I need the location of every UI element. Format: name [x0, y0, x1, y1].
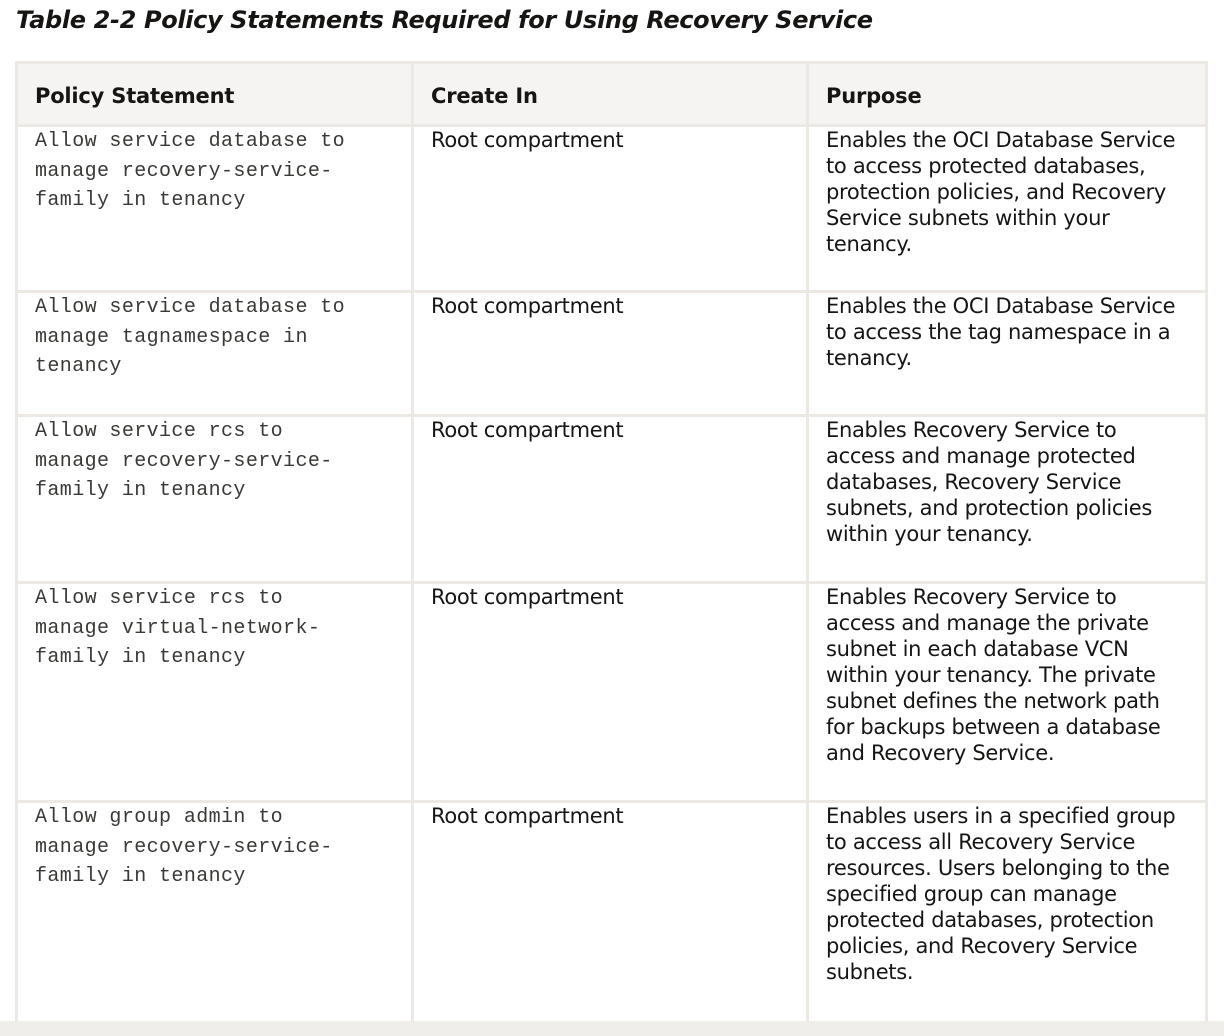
create-in-cell: Root compartment: [411, 800, 809, 1024]
policy-statement-cell: Allow service database to manage tagname…: [15, 290, 414, 417]
purpose-cell: Enables the OCI Database Service to acce…: [806, 124, 1208, 293]
header-create-in: Create In: [411, 61, 809, 127]
create-in-cell: Root compartment: [411, 414, 809, 584]
table-row: Allow group admin to manage recovery-ser…: [15, 800, 1208, 1024]
header-row: Policy Statement Create In Purpose: [15, 61, 1208, 127]
table-row: Allow service database to manage recover…: [15, 124, 1208, 293]
create-in-cell: Root compartment: [411, 124, 809, 293]
purpose-cell: Enables Recovery Service to access and m…: [806, 581, 1208, 803]
header-policy-statement: Policy Statement: [15, 61, 414, 127]
table-row: Allow service rcs to manage virtual-netw…: [15, 581, 1208, 803]
table-row: Allow service database to manage tagname…: [15, 290, 1208, 417]
create-in-cell: Root compartment: [411, 581, 809, 803]
purpose-cell: Enables users in a specified group to ac…: [806, 800, 1208, 1024]
policy-statements-table: Policy Statement Create In Purpose Allow…: [15, 61, 1208, 1024]
header-purpose: Purpose: [806, 61, 1208, 127]
table-body: Allow service database to manage recover…: [15, 124, 1208, 1024]
table-caption: Table 2-2 Policy Statements Required for…: [16, 6, 873, 34]
create-in-cell: Root compartment: [411, 290, 809, 417]
policy-statement-cell: Allow service database to manage recover…: [15, 124, 414, 293]
policy-statement-cell: Allow service rcs to manage recovery-ser…: [15, 414, 414, 584]
policy-statement-cell: Allow group admin to manage recovery-ser…: [15, 800, 414, 1024]
purpose-cell: Enables the OCI Database Service to acce…: [806, 290, 1208, 417]
page-bottom-edge: [0, 1021, 1224, 1036]
table-row: Allow service rcs to manage recovery-ser…: [15, 414, 1208, 584]
table-header: Policy Statement Create In Purpose: [15, 61, 1208, 127]
purpose-cell: Enables Recovery Service to access and m…: [806, 414, 1208, 584]
policy-statement-cell: Allow service rcs to manage virtual-netw…: [15, 581, 414, 803]
